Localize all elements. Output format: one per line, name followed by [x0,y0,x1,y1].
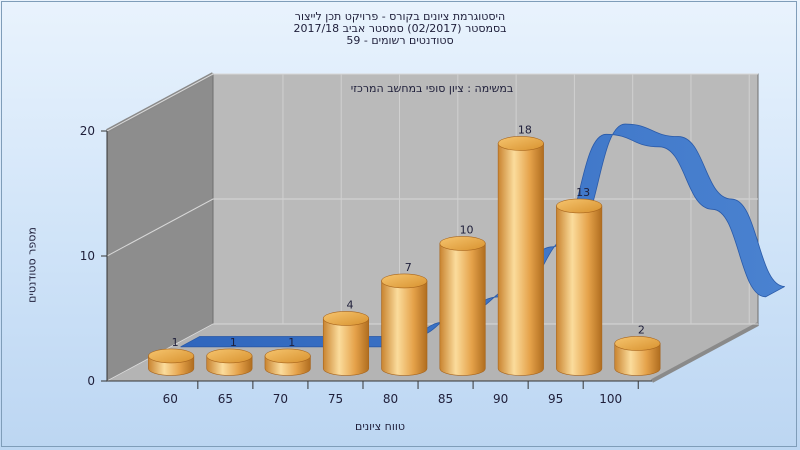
x-tick-label: 70 [273,392,288,406]
y-tick-label: 10 [80,249,95,263]
y-tick-label: 0 [87,374,95,388]
data-label: 13 [576,186,590,199]
bar-top [497,136,544,151]
data-label: 2 [638,323,645,336]
bar-90 [497,136,544,376]
x-tick-label: 95 [548,392,563,406]
bar-70 [264,348,311,376]
bar-top [322,311,370,326]
bar-top [614,336,661,351]
bar-body [322,318,370,376]
x-tick-label: 75 [328,392,343,406]
bar-80 [381,273,428,376]
title-line-3: סטודנטים רשומים - 59 [346,34,454,47]
bar-75 [322,311,370,376]
x-tick-label: 100 [599,392,622,406]
y-axis-label: מספר סטודנטים [25,227,39,303]
data-label: 7 [405,261,412,274]
x-tick-label: 65 [218,392,233,406]
bar-body [556,205,603,376]
x-axis-label: טווח ציונים [355,420,405,433]
chart-subtitle: במשימה : ציון סופי במחשב המרכזי [351,82,514,95]
y-tick-label: 20 [80,124,95,138]
bar-body [381,280,428,376]
data-label: 10 [460,223,474,236]
data-label: 4 [346,298,353,311]
x-tick-label: 90 [493,392,508,406]
bar-body [614,343,661,376]
x-tick-label: 60 [163,392,178,406]
bar-85 [439,236,486,376]
bar-body [497,143,544,376]
bar-60 [148,348,195,376]
bar-top [556,198,603,214]
right-floor-edge [651,322,759,383]
bar-top [264,348,311,364]
data-label: 18 [518,123,532,136]
bar-top [206,348,253,364]
bar-top [439,236,486,251]
bar-100 [614,336,661,376]
title-line-2: בסמסטר (02/2017) סמסטר אביב 2017/18 [293,22,507,35]
data-label: 1 [172,336,179,349]
bar-top [148,348,195,364]
title-line-1: היסטוגרמת ציונים בקורס - פרויקט תכן לייצ… [294,10,506,23]
x-tick-label: 80 [383,392,398,406]
data-label: 1 [288,336,295,349]
data-label: 1 [230,336,237,349]
bar-95 [556,198,603,376]
bar-top [381,273,428,289]
x-tick-label: 85 [438,392,453,406]
bar-body [439,243,486,376]
chart-title: היסטוגרמת ציונים בקורס - פרויקט תכן לייצ… [0,11,800,47]
bar-65 [206,348,253,376]
gridline [106,73,758,132]
